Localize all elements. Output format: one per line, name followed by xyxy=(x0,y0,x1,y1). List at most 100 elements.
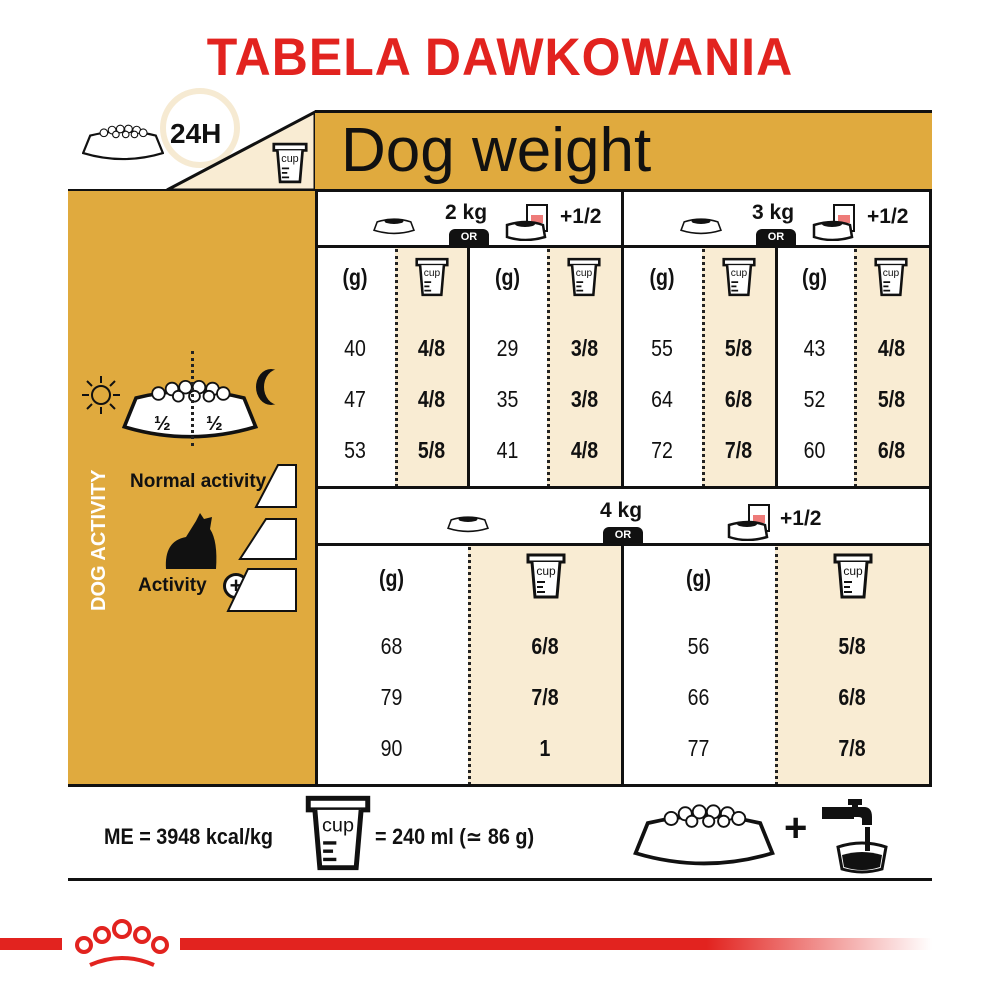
dog-weight-header: Dog weight xyxy=(315,110,932,192)
grams-header: (g) xyxy=(342,264,368,290)
column-divider xyxy=(775,547,778,785)
grams-value: 52 xyxy=(803,386,826,412)
divider xyxy=(621,545,624,786)
half-morning: ½ xyxy=(154,413,171,435)
activity-plus-label: Activity xyxy=(138,575,207,596)
grams-header: (g) xyxy=(686,565,711,591)
grams-value: 79 xyxy=(380,684,403,710)
grams-value: 60 xyxy=(803,437,826,463)
period-label: 24H xyxy=(170,118,222,149)
grams-value: 90 xyxy=(380,735,403,761)
grams-value: 66 xyxy=(687,684,710,710)
wet-food-pouch-icon xyxy=(505,203,555,242)
column-divider xyxy=(547,249,550,487)
grams-value: 56 xyxy=(687,633,710,659)
weight-label: 4 kg xyxy=(600,499,643,522)
cup-icon xyxy=(526,553,566,599)
grams-value: 72 xyxy=(651,437,673,463)
cup-value: 4/8 xyxy=(570,437,599,463)
dog-activity-label: DOG ACTIVITY xyxy=(88,469,110,611)
cup-value: 3/8 xyxy=(570,386,599,412)
brand-line-right xyxy=(180,938,932,950)
wet-addition: +1/2 xyxy=(560,205,602,228)
cup-equivalent: = 240 ml (≃ 86 g) xyxy=(375,824,535,849)
dry-food-bowl-icon xyxy=(680,213,722,237)
brand-crown-logo xyxy=(75,919,169,967)
divider xyxy=(315,543,932,546)
wet-food-pouch-icon xyxy=(727,503,777,542)
divider xyxy=(467,247,470,487)
cup-value: 4/8 xyxy=(417,386,446,412)
dog-silhouette-icon xyxy=(165,513,217,569)
cup-value: 7/8 xyxy=(724,437,753,463)
grams-value: 64 xyxy=(651,386,673,412)
activity-level-icon xyxy=(226,464,297,612)
grams-value: 41 xyxy=(496,437,519,463)
cup-value: 7/8 xyxy=(838,735,866,761)
divider xyxy=(929,191,932,786)
grams-header: (g) xyxy=(379,565,404,591)
cup-icon xyxy=(874,257,908,297)
cup-icon xyxy=(272,142,308,184)
divider xyxy=(315,191,318,786)
food-bowl-icon xyxy=(633,803,775,866)
cup-value: 4/8 xyxy=(417,335,446,361)
grams-value: 40 xyxy=(344,335,366,361)
grams-value: 35 xyxy=(496,386,519,412)
food-bowl-icon xyxy=(82,123,164,161)
brand-line-left xyxy=(0,938,62,950)
page-title: TABELA DAWKOWANIA xyxy=(206,27,794,87)
feeding-table: 2 kg OR +1/2 (g) 40 4/8 47 4/8 53 5/8 (g) 29 3/8 35 3/… xyxy=(315,191,932,786)
grams-value: 55 xyxy=(651,335,673,361)
or-badge: OR xyxy=(449,229,489,245)
weight-label: 2 kg xyxy=(445,201,488,224)
grams-value: 53 xyxy=(344,437,366,463)
cup-icon xyxy=(567,257,601,297)
cup-value: 5/8 xyxy=(838,633,866,659)
cup-icon xyxy=(722,257,756,297)
cup-value: 6/8 xyxy=(724,386,753,412)
cup-value: 7/8 xyxy=(531,684,559,710)
dog-weight-title: Dog weight xyxy=(341,116,652,185)
wet-food-pouch-icon xyxy=(812,203,862,242)
grams-header: (g) xyxy=(495,264,520,290)
split-bowl-icon xyxy=(122,379,258,439)
grams-header: (g) xyxy=(802,264,827,290)
moon-icon xyxy=(264,369,294,405)
cup-value: 3/8 xyxy=(570,335,599,361)
cup-icon xyxy=(303,795,373,871)
weight-label: 3 kg xyxy=(752,201,795,224)
energy-value: ME = 3948 kcal/kg xyxy=(104,824,273,849)
grams-value: 43 xyxy=(803,335,826,361)
divider xyxy=(621,191,624,487)
divider xyxy=(775,247,778,487)
grams-value: 47 xyxy=(344,386,366,412)
sun-icon xyxy=(82,376,120,414)
dry-food-bowl-icon xyxy=(447,511,489,535)
cup-value: 5/8 xyxy=(724,335,753,361)
sidebar: ½ ½ DOG ACTIVITY Normal activity Activit… xyxy=(68,191,315,786)
column-divider xyxy=(395,249,398,487)
or-badge: OR xyxy=(756,229,796,245)
cup-icon xyxy=(833,553,873,599)
wet-addition: +1/2 xyxy=(780,507,822,530)
cup-value: 1 xyxy=(539,735,551,761)
divider xyxy=(315,486,932,489)
wet-addition: +1/2 xyxy=(867,205,909,228)
water-tap-icon xyxy=(822,799,888,874)
cup-value: 5/8 xyxy=(417,437,446,463)
cup-value: 6/8 xyxy=(531,633,559,659)
normal-activity-label: Normal activity xyxy=(130,471,267,492)
grams-value: 77 xyxy=(687,735,710,761)
cup-icon xyxy=(415,257,449,297)
plus-sign: + xyxy=(784,806,808,850)
grams-value: 29 xyxy=(496,335,519,361)
dry-food-bowl-icon xyxy=(373,213,415,237)
cup-value: 5/8 xyxy=(877,386,906,412)
grams-value: 68 xyxy=(380,633,403,659)
column-divider xyxy=(702,249,705,487)
or-badge: OR xyxy=(603,527,643,543)
column-divider xyxy=(468,547,471,785)
clock-icon xyxy=(160,88,240,168)
cup-value: 6/8 xyxy=(838,684,866,710)
